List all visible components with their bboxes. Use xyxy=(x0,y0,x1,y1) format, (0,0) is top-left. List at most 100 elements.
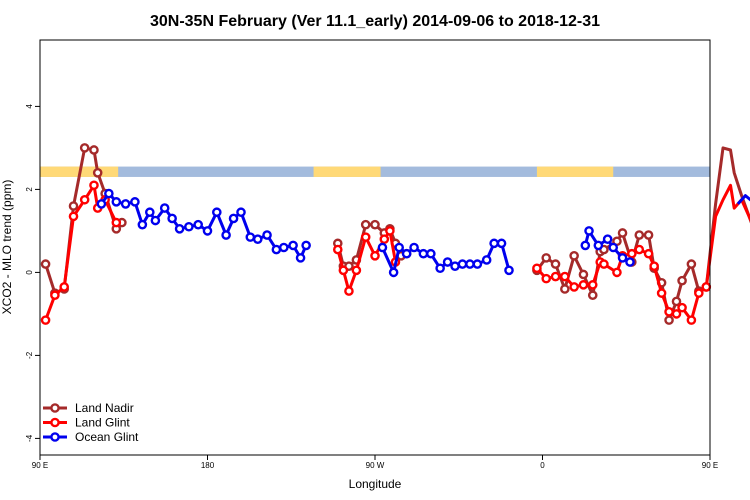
ocean-glint-legend-marker xyxy=(51,433,58,440)
land-glint-point xyxy=(381,236,388,243)
land-glint-point xyxy=(552,273,559,280)
chart-title: 30N-35N February (Ver 11.1_early) 2014-0… xyxy=(150,13,600,30)
ocean-glint-point xyxy=(303,242,310,249)
land-glint-point xyxy=(113,219,120,226)
land-nadir-point xyxy=(678,277,685,284)
ocean-glint-point xyxy=(437,265,444,272)
land-glint-point xyxy=(42,317,49,324)
land-nadir-point xyxy=(42,261,49,268)
land-nadir-point xyxy=(371,221,378,228)
land-glint-point xyxy=(353,267,360,274)
ocean-glint-point xyxy=(113,198,120,205)
land-glint-point xyxy=(543,275,550,282)
y-axis: -4 -2 0 2 4 xyxy=(25,104,40,442)
x-axis: 90 E 180 90 W 0 90 E xyxy=(32,455,718,470)
land-glint-point xyxy=(580,281,587,288)
ocean-glint-point xyxy=(213,209,220,216)
ocean-glint-point xyxy=(610,244,617,251)
ocean-glint-point xyxy=(254,236,261,243)
land-nadir-point xyxy=(580,271,587,278)
ocean-glint-point xyxy=(247,234,254,241)
land-glint-point xyxy=(651,263,658,270)
ocean-glint-point xyxy=(420,250,427,257)
ocean-glint-point xyxy=(379,244,386,251)
land-segment xyxy=(537,167,613,177)
land-nadir-point xyxy=(673,298,680,305)
ocean-glint-point xyxy=(427,250,434,257)
ocean-glint-point xyxy=(105,190,112,197)
land-glint-point xyxy=(695,290,702,297)
ocean-glint-point xyxy=(263,231,270,238)
land-glint-point xyxy=(90,182,97,189)
land-glint-point xyxy=(81,196,88,203)
land-nadir-point xyxy=(589,292,596,299)
land-nadir-point xyxy=(561,285,568,292)
land-glint-point xyxy=(628,250,635,257)
land-nadir-point xyxy=(636,231,643,238)
ocean-glint-point xyxy=(297,254,304,261)
land-glint-point xyxy=(600,261,607,268)
land-nadir-point xyxy=(645,231,652,238)
ocean-glint-point xyxy=(474,261,481,268)
y-tick-label: 2 xyxy=(25,187,34,192)
ocean-glint-point xyxy=(237,209,244,216)
ocean-glint-point xyxy=(185,223,192,230)
land-glint-point xyxy=(533,265,540,272)
land-nadir-point xyxy=(543,254,550,261)
land-glint-point xyxy=(613,269,620,276)
ocean-glint-point xyxy=(619,254,626,261)
ocean-glint-point xyxy=(483,256,490,263)
x-tick-label: 90 E xyxy=(702,461,718,470)
x-tick-label: 90 E xyxy=(32,461,48,470)
land-glint-point xyxy=(673,310,680,317)
land-nadir-point xyxy=(571,252,578,259)
land-nadir-point xyxy=(70,202,77,209)
ocean-glint-point xyxy=(491,240,498,247)
land-glint-point xyxy=(386,227,393,234)
ocean-glint-point xyxy=(582,242,589,249)
x-axis-label: Longitude xyxy=(349,477,402,491)
ocean-glint-point xyxy=(444,258,451,265)
ocean-glint-point xyxy=(131,198,138,205)
ocean-glint-point xyxy=(195,221,202,228)
land-glint-point xyxy=(665,308,672,315)
land-nadir-legend-marker xyxy=(51,404,58,411)
x-tick-label: 0 xyxy=(540,461,545,470)
land-glint-point xyxy=(362,234,369,241)
y-axis-label: XCO2 - MLO trend (ppm) xyxy=(0,180,14,315)
land-glint-point xyxy=(340,267,347,274)
land-ocean-mask xyxy=(40,167,710,177)
ocean-glint-point xyxy=(390,269,397,276)
y-tick-label: -4 xyxy=(25,434,34,442)
land-glint-point xyxy=(371,252,378,259)
x-tick-label: 180 xyxy=(201,461,215,470)
ocean-glint-point xyxy=(152,217,159,224)
land-glint-point xyxy=(345,287,352,294)
x-tick-label: 90 W xyxy=(366,461,385,470)
land-glint-legend-marker xyxy=(51,419,58,426)
ocean-glint-point xyxy=(451,263,458,270)
land-nadir-point xyxy=(665,317,672,324)
ocean-glint-point xyxy=(146,209,153,216)
ocean-glint-point xyxy=(290,242,297,249)
ocean-glint-point xyxy=(466,261,473,268)
land-nadir-point xyxy=(94,169,101,176)
land-glint-point xyxy=(70,213,77,220)
land-glint-point xyxy=(645,250,652,257)
land-nadir-point xyxy=(619,229,626,236)
land-glint-point xyxy=(658,290,665,297)
land-nadir-point xyxy=(81,144,88,151)
ocean-glint-point xyxy=(161,204,168,211)
ocean-glint-point xyxy=(223,231,230,238)
ocean-glint-point xyxy=(273,246,280,253)
land-nadir-point xyxy=(552,261,559,268)
ocean-glint-point xyxy=(176,225,183,232)
ocean-glint-point xyxy=(280,244,287,251)
ocean-glint-point xyxy=(122,200,129,207)
ocean-glint-point xyxy=(505,267,512,274)
land-glint-point xyxy=(703,283,710,290)
land-glint-point xyxy=(678,304,685,311)
ocean-glint-point xyxy=(595,242,602,249)
land-glint-point xyxy=(589,281,596,288)
